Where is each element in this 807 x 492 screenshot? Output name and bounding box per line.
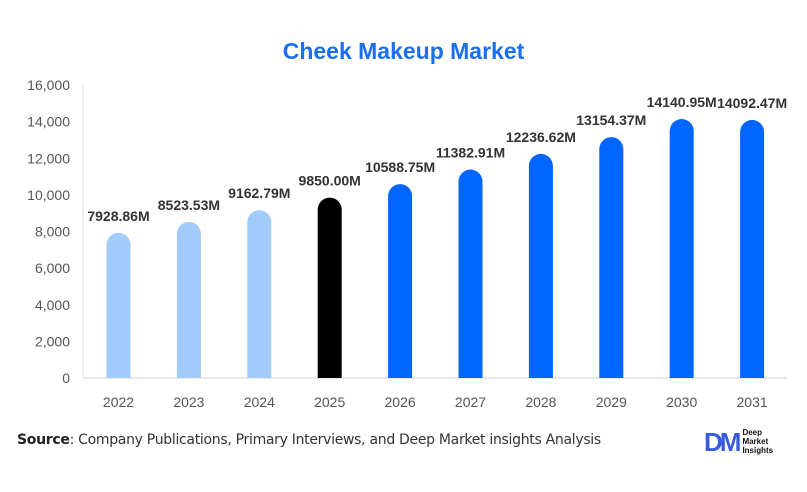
bar-2023 — [176, 221, 201, 378]
logo-text: Deep Market Insights — [742, 428, 773, 455]
y-tick-label: 0 — [62, 370, 70, 386]
logo-mark-icon: DM — [704, 426, 741, 457]
x-tick-label: 2030 — [666, 394, 697, 410]
bar-2027 — [458, 169, 483, 378]
data-label: 11382.91M — [436, 145, 505, 161]
y-tick-label: 6,000 — [35, 260, 70, 276]
y-tick-label: 12,000 — [27, 150, 70, 166]
data-label: 14092.47M — [717, 95, 787, 111]
bar-chart: 0 2,000 4,000 6,000 8,000 10,000 12,000 14,000 1… — [27, 77, 787, 410]
data-label: 8523.53M — [158, 197, 220, 213]
bar-2031 — [740, 119, 765, 378]
y-tick-label: 14,000 — [27, 114, 70, 130]
bar-2025 — [317, 197, 342, 378]
x-tick-label: 2025 — [314, 394, 345, 410]
bar-2026 — [388, 184, 413, 378]
y-tick-label: 4,000 — [35, 297, 70, 313]
bar-2024 — [247, 210, 272, 378]
x-tick-label: 2027 — [455, 394, 486, 410]
source-text: : Company Publications, Primary Intervie… — [69, 432, 602, 448]
x-tick-label: 2028 — [525, 394, 556, 410]
x-tick-label: 2022 — [103, 394, 134, 410]
data-label: 9850.00M — [299, 173, 361, 189]
source-label: Source — [17, 432, 70, 448]
x-tick-label: 2029 — [596, 394, 627, 410]
bar-2022 — [106, 232, 131, 378]
bar-2030 — [669, 119, 694, 378]
chart-title: Cheek Makeup Market — [282, 38, 525, 64]
y-tick-label: 16,000 — [27, 77, 70, 93]
bar-2029 — [599, 137, 624, 378]
x-tick-label: 2023 — [173, 394, 204, 410]
y-tick-label: 2,000 — [35, 333, 70, 349]
logo-line: Insights — [742, 446, 774, 455]
source-note: Source: Company Publications, Primary In… — [17, 432, 601, 448]
y-tick-label: 10,000 — [27, 187, 70, 203]
y-tick-label: 8,000 — [35, 224, 70, 240]
company-logo: DM Deep Market Insights — [704, 428, 773, 455]
bar-2028 — [528, 153, 553, 378]
data-label: 12236.62M — [506, 129, 576, 145]
x-tick-label: 2031 — [737, 394, 768, 410]
data-label: 10588.75M — [365, 159, 435, 175]
x-tick-label: 2026 — [385, 394, 416, 410]
x-tick-label: 2024 — [244, 394, 275, 410]
logo-line: Market — [742, 437, 769, 446]
data-label: 13154.37M — [576, 112, 646, 128]
logo-line: Deep — [742, 428, 762, 437]
data-label: 9162.79M — [228, 185, 290, 201]
data-label: 7928.86M — [87, 208, 149, 224]
data-label: 14140.95M — [647, 94, 717, 110]
